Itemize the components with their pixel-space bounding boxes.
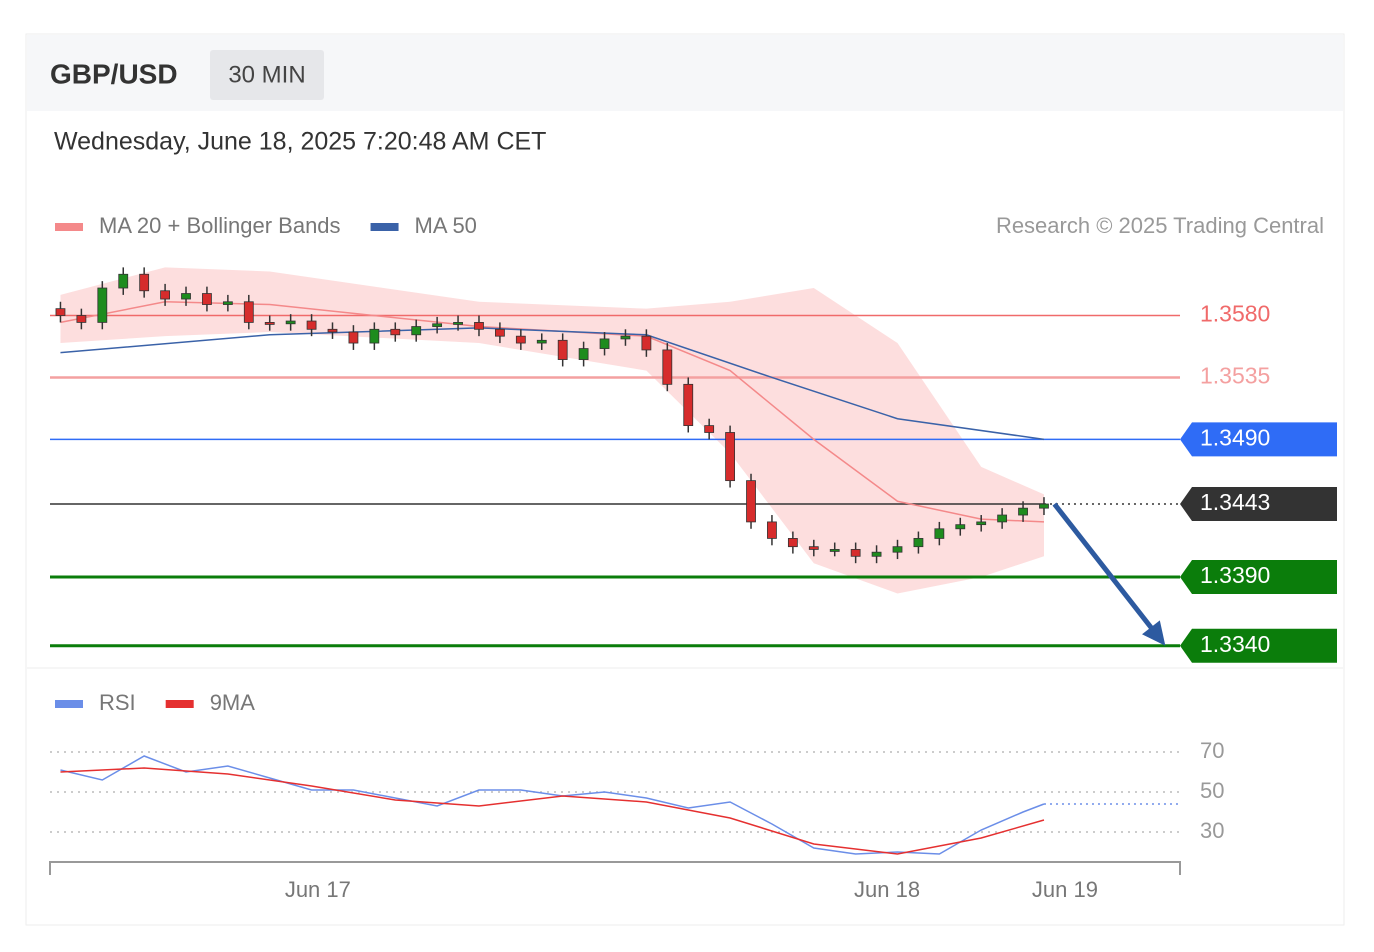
candle-body bbox=[222, 301, 233, 305]
candle-body bbox=[181, 293, 191, 300]
y-tick-label: 30 bbox=[1200, 818, 1224, 843]
level-label: 1.3340 bbox=[1200, 631, 1270, 657]
legend-label: RSI bbox=[99, 690, 136, 715]
card bbox=[25, 33, 1345, 926]
candle-body bbox=[725, 432, 735, 482]
candle-body bbox=[495, 328, 505, 337]
x-tick-label: Jun 18 bbox=[854, 877, 920, 902]
forecast-arrow bbox=[1052, 502, 1155, 631]
level-label: 1.3580 bbox=[1200, 301, 1270, 327]
interval: 30 MIN bbox=[228, 61, 305, 88]
candle-body bbox=[850, 549, 861, 557]
candle-body bbox=[515, 335, 526, 344]
symbol: GBP/USD bbox=[50, 58, 178, 89]
legend-label: 9MA bbox=[210, 690, 256, 715]
legend-swatch bbox=[165, 700, 194, 708]
candle-body bbox=[976, 521, 987, 526]
candle-body bbox=[285, 320, 296, 325]
candle-body bbox=[871, 551, 882, 557]
candle-body bbox=[955, 524, 966, 530]
candle-body bbox=[808, 546, 819, 550]
candle-body bbox=[411, 326, 422, 336]
candle-body bbox=[55, 308, 66, 316]
series-line bbox=[60, 767, 1045, 855]
candle-body bbox=[243, 301, 254, 323]
level-tag bbox=[1180, 628, 1337, 663]
y-tick-label: 70 bbox=[1200, 738, 1224, 763]
datetime: Wednesday, June 18, 2025 7:20:48 AM CET bbox=[54, 128, 546, 156]
level-tag bbox=[1180, 559, 1337, 594]
candle-body bbox=[160, 290, 170, 300]
candle-body bbox=[306, 320, 317, 330]
level-label: 1.3443 bbox=[1200, 489, 1270, 515]
legend-label: MA 50 bbox=[415, 213, 477, 238]
candle-body bbox=[620, 335, 631, 340]
candle-body bbox=[599, 338, 610, 349]
candle-body bbox=[578, 348, 589, 360]
candle-body bbox=[474, 322, 484, 330]
candle-body bbox=[829, 549, 840, 552]
legend-swatch bbox=[55, 223, 83, 231]
candle-body bbox=[348, 331, 359, 344]
legend-label: MA 20 + Bollinger Bands bbox=[99, 213, 341, 238]
candle-body bbox=[746, 480, 756, 523]
candle-body bbox=[202, 293, 212, 305]
legend-swatch bbox=[370, 223, 399, 231]
level-label: 1.3390 bbox=[1200, 562, 1270, 588]
candle-body bbox=[892, 546, 903, 553]
candle-body bbox=[536, 339, 547, 344]
candle-body bbox=[118, 273, 129, 289]
series-line bbox=[60, 301, 1045, 523]
candle-body bbox=[704, 425, 715, 433]
candle-body bbox=[1039, 503, 1049, 509]
legend-swatch bbox=[55, 700, 83, 708]
candle-body bbox=[432, 323, 443, 327]
candle-body bbox=[934, 528, 945, 539]
x-tick-label: Jun 17 bbox=[285, 877, 351, 902]
candle-body bbox=[683, 383, 694, 427]
candle-body bbox=[390, 328, 401, 336]
candle-body bbox=[1018, 507, 1028, 516]
candle-body bbox=[557, 339, 568, 360]
x-axis bbox=[49, 861, 1181, 875]
level-label: 1.3535 bbox=[1200, 363, 1270, 389]
level-tag bbox=[1180, 487, 1337, 522]
interval-box bbox=[210, 50, 324, 100]
candle-body bbox=[453, 322, 463, 325]
bollinger-band bbox=[60, 267, 1044, 594]
candle-body bbox=[97, 287, 108, 323]
forecast-arrow-head bbox=[1142, 620, 1166, 646]
candle-body bbox=[767, 521, 777, 539]
x-tick-label: Jun 19 bbox=[1032, 877, 1098, 902]
candle-body bbox=[76, 315, 87, 323]
level-label: 1.3490 bbox=[1200, 424, 1270, 450]
level-tag bbox=[1180, 422, 1337, 457]
candle-body bbox=[913, 538, 924, 548]
candle-body bbox=[139, 273, 150, 292]
candle-body bbox=[997, 514, 1008, 523]
candle-body bbox=[327, 328, 338, 333]
candle-body bbox=[264, 322, 275, 325]
candle-body bbox=[787, 538, 798, 548]
y-tick-label: 50 bbox=[1200, 778, 1224, 803]
candle-body bbox=[369, 328, 380, 344]
candle-body bbox=[641, 335, 652, 351]
credit: Research © 2025 Trading Central bbox=[996, 213, 1324, 238]
candle-body bbox=[662, 349, 673, 385]
